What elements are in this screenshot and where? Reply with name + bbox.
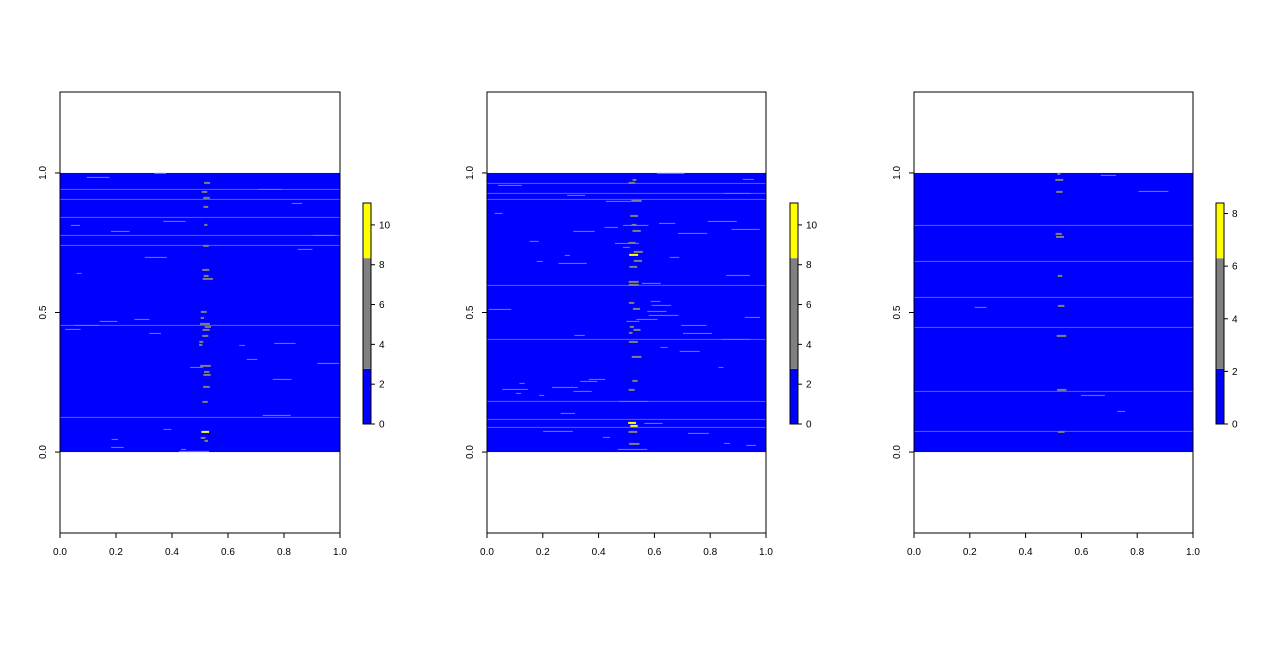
colorbar: 0 2 4 6 8 (1215, 202, 1238, 431)
x-tick-label: 0.0 (53, 547, 67, 558)
colorbar-tick-label: 0 (379, 420, 385, 431)
heatmap-panel-1: 0.0 0.2 0.4 0.6 0.8 1.0 0.0 0.5 1.0 0 2 4 6 8 10 (38, 91, 391, 558)
heatmap-area (914, 172, 1193, 453)
y-tick-label: 0.0 (38, 445, 49, 459)
x-tick-label: 0.4 (592, 547, 606, 558)
colorbar-tick-label: 8 (1232, 209, 1238, 220)
colorbar-segment (363, 368, 371, 424)
x-axis: 0.0 0.2 0.4 0.6 0.8 1.0 (907, 533, 1200, 558)
colorbar-tick-label: 0 (1232, 420, 1238, 431)
y-tick-label: 0.5 (892, 305, 903, 319)
colorbar-tick-label: 2 (1232, 367, 1238, 378)
colorbar-tick-label: 4 (806, 340, 812, 351)
x-tick-label: 0.8 (277, 547, 291, 558)
x-tick-label: 1.0 (333, 547, 347, 558)
x-tick-label: 0.2 (536, 547, 550, 558)
x-tick-label: 0.6 (1074, 547, 1088, 558)
colorbar-tick-label: 4 (379, 340, 385, 351)
x-tick-label: 0.0 (480, 547, 494, 558)
heatmap-texture (487, 172, 766, 450)
x-axis: 0.0 0.2 0.4 0.6 0.8 1.0 (53, 533, 347, 558)
colorbar-frame (1215, 202, 1225, 425)
colorbar-tick-label: 8 (806, 260, 812, 271)
y-tick-label: 1.0 (38, 166, 49, 180)
colorbar-segment (1216, 368, 1224, 424)
y-axis: 0.0 0.5 1.0 (465, 166, 487, 459)
colorbar-tick-label: 6 (806, 300, 812, 311)
x-tick-label: 0.8 (1130, 547, 1144, 558)
y-axis: 0.0 0.5 1.0 (892, 166, 914, 459)
colorbar-tick-label: 6 (1232, 262, 1238, 273)
x-tick-label: 0.6 (221, 547, 235, 558)
y-tick-label: 0.5 (465, 305, 476, 319)
heatmap-texture (60, 172, 340, 452)
x-tick-label: 0.4 (165, 547, 179, 558)
colorbar-tick-label: 8 (379, 260, 385, 271)
x-tick-label: 0.2 (109, 547, 123, 558)
colorbar-segment (363, 258, 371, 369)
x-tick-label: 1.0 (1186, 547, 1200, 558)
x-axis: 0.0 0.2 0.4 0.6 0.8 1.0 (480, 533, 773, 558)
y-tick-label: 0.0 (892, 445, 903, 459)
colorbar-tick-label: 10 (806, 220, 818, 231)
heatmap-texture (914, 172, 1193, 433)
x-tick-label: 0.4 (1019, 547, 1033, 558)
colorbar-segment (1216, 203, 1224, 259)
y-tick-label: 0.5 (38, 305, 49, 319)
x-tick-label: 0.0 (907, 547, 921, 558)
y-tick-label: 0.0 (465, 445, 476, 459)
colorbar-tick-label: 2 (806, 380, 812, 391)
x-tick-label: 0.8 (703, 547, 717, 558)
colorbar: 0 2 4 6 8 10 (789, 202, 818, 431)
y-tick-label: 1.0 (465, 166, 476, 180)
colorbar-segment (790, 258, 798, 369)
colorbar-segment (363, 203, 371, 259)
colorbar-frame (789, 202, 799, 425)
heatmap-area (60, 172, 340, 453)
x-tick-label: 1.0 (759, 547, 773, 558)
colorbar-tick-label: 4 (1232, 314, 1238, 325)
colorbar-segment (1216, 258, 1224, 369)
colorbar-segment (790, 203, 798, 259)
y-tick-label: 1.0 (892, 166, 903, 180)
heatmap-panel-3: 0.0 0.2 0.4 0.6 0.8 1.0 0.0 0.5 1.0 0 2 4 6 8 (892, 91, 1238, 558)
colorbar-tick-label: 6 (379, 300, 385, 311)
y-axis: 0.0 0.5 1.0 (38, 166, 60, 459)
colorbar: 0 2 4 6 8 10 (362, 202, 391, 431)
x-tick-label: 0.2 (963, 547, 977, 558)
heatmap-panel-2: 0.0 0.2 0.4 0.6 0.8 1.0 0.0 0.5 1.0 0 2 4 6 8 10 (465, 91, 818, 558)
colorbar-frame (362, 202, 372, 425)
x-tick-label: 0.6 (647, 547, 661, 558)
heatmap-area (487, 172, 766, 453)
colorbar-tick-label: 2 (379, 380, 385, 391)
colorbar-segment (790, 368, 798, 424)
colorbar-tick-label: 0 (806, 420, 812, 431)
colorbar-tick-label: 10 (379, 220, 391, 231)
